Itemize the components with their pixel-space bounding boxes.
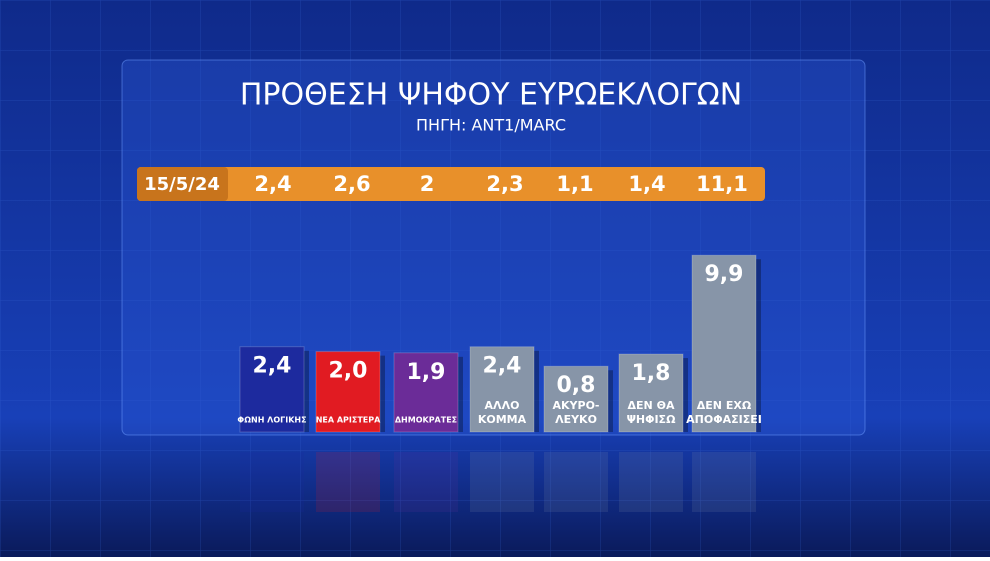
category-label: ΑΚΥΡΟ- [553, 399, 600, 412]
date-label: 15/5/24 [144, 174, 220, 195]
value-label: 1,9 [407, 360, 446, 385]
chart-subtitle: ΠΗΓΗ: ANT1/MARC [416, 116, 566, 135]
date-box [137, 167, 228, 201]
bar [691, 254, 757, 433]
previous-strip [137, 167, 765, 201]
bar-reflection [692, 452, 756, 512]
previous-value: 2,4 [254, 172, 291, 196]
bar-side [756, 259, 761, 432]
bar [315, 351, 381, 433]
previous-value: 1,4 [628, 172, 665, 196]
bar-reflection [544, 452, 608, 512]
previous-value: 2 [420, 172, 435, 196]
bar-reflection [316, 452, 380, 512]
bar-reflection [619, 452, 683, 512]
chart-title: ΠΡΟΘΕΣΗ ΨΗΦΟΥ ΕΥΡΩΕΚΛΟΓΩΝ [240, 78, 742, 113]
bar-side [380, 355, 385, 432]
bars: 2,4 ΦΩΝΗ ΛΟΓΙΚΗΣ 2,0 ΝΕΑ ΑΡΙΣΤΕΡΑ 1,9 ΔΗΜΟΚΡΑ… [237, 254, 762, 512]
bar [393, 352, 459, 433]
value-label: 0,8 [557, 373, 596, 398]
category-label: ΑΠΟΦΑΣΙΣΕΙ [686, 413, 762, 426]
value-label: 2,4 [483, 354, 522, 379]
value-label: 1,8 [632, 361, 671, 386]
previous-value: 11,1 [696, 172, 748, 196]
bar-side [304, 350, 309, 432]
previous-value: 2,6 [333, 172, 370, 196]
value-label: 2,0 [329, 359, 368, 384]
bar-reflection [240, 452, 304, 512]
panel [121, 59, 866, 436]
bar-reflection [470, 452, 534, 512]
previous-value: 1,1 [556, 172, 593, 196]
category-label: ΨΗΦΙΣΩ [627, 413, 677, 426]
category-label: ΔΕΝ ΘΑ [628, 399, 675, 412]
category-label: ΔΗΜΟΚΡΑΤΕΣ [395, 416, 457, 425]
bar [618, 353, 684, 433]
bar-side [608, 370, 613, 432]
value-label: 2,4 [253, 354, 292, 379]
bar [543, 365, 609, 433]
previous-value: 2,3 [486, 172, 523, 196]
category-label: ΛΕΥΚΟ [555, 413, 597, 426]
bar-side [458, 356, 463, 432]
bar [469, 346, 535, 433]
category-label: ΔΕΝ ΕΧΩ [697, 399, 752, 412]
category-label: ΑΛΛΟ [485, 399, 520, 412]
bar-side [683, 358, 688, 432]
bar [239, 346, 305, 433]
bar-side [534, 350, 539, 432]
bar-reflection [394, 452, 458, 512]
previous-row: 15/5/24 2,4 2,6 2 2,3 1,1 1,4 11,1 [137, 167, 765, 201]
category-label: ΝΕΑ ΑΡΙΣΤΕΡΑ [316, 416, 381, 425]
value-label: 9,9 [705, 262, 744, 287]
category-label: ΚΟΜΜΑ [478, 413, 527, 426]
category-label: ΦΩΝΗ ΛΟΓΙΚΗΣ [237, 416, 306, 425]
